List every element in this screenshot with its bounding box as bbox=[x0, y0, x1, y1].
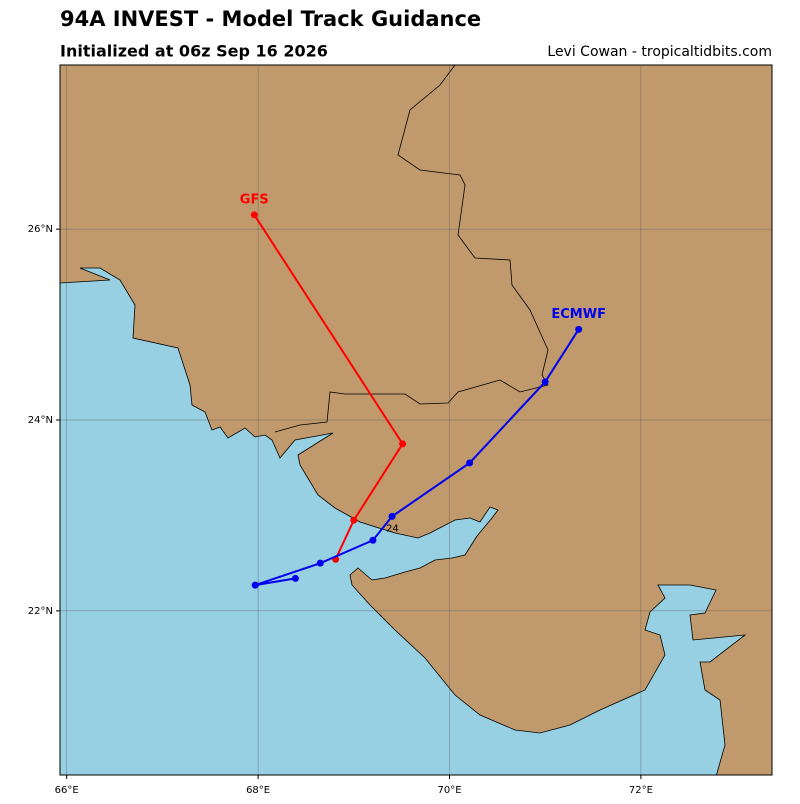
chart-title: 94A INVEST - Model Track Guidance bbox=[60, 7, 481, 31]
track-line bbox=[254, 328, 580, 587]
y-tick-label: 24°N bbox=[28, 415, 53, 426]
border bbox=[274, 65, 549, 433]
y-tick-label: 22°N bbox=[28, 606, 53, 617]
tracks: GFS ECMWF 24 bbox=[240, 192, 606, 589]
annotation: 24 bbox=[386, 523, 399, 534]
x-tick-label: 70°E bbox=[437, 785, 461, 796]
track-point bbox=[316, 559, 324, 567]
track-point bbox=[388, 512, 396, 520]
track-point bbox=[369, 536, 377, 544]
track-label: GFS bbox=[240, 192, 269, 207]
track-line bbox=[253, 214, 404, 560]
track-point bbox=[575, 325, 583, 333]
track-label: ECMWF bbox=[551, 307, 606, 322]
track-point bbox=[399, 440, 407, 448]
track-point bbox=[251, 581, 259, 589]
chart-subtitle: Initialized at 06z Sep 16 2026 bbox=[60, 42, 328, 61]
credit: Levi Cowan - tropicaltidbits.com bbox=[547, 44, 772, 60]
track-point bbox=[466, 459, 474, 467]
track-point bbox=[291, 574, 299, 582]
grid bbox=[60, 65, 772, 775]
y-tick-label: 26°N bbox=[28, 224, 53, 235]
track-point bbox=[541, 378, 549, 386]
x-tick-label: 68°E bbox=[246, 785, 270, 796]
x-tick-label: 66°E bbox=[55, 785, 79, 796]
track-point bbox=[350, 516, 358, 524]
x-tick-label: 72°E bbox=[629, 785, 653, 796]
track-point bbox=[250, 211, 258, 219]
